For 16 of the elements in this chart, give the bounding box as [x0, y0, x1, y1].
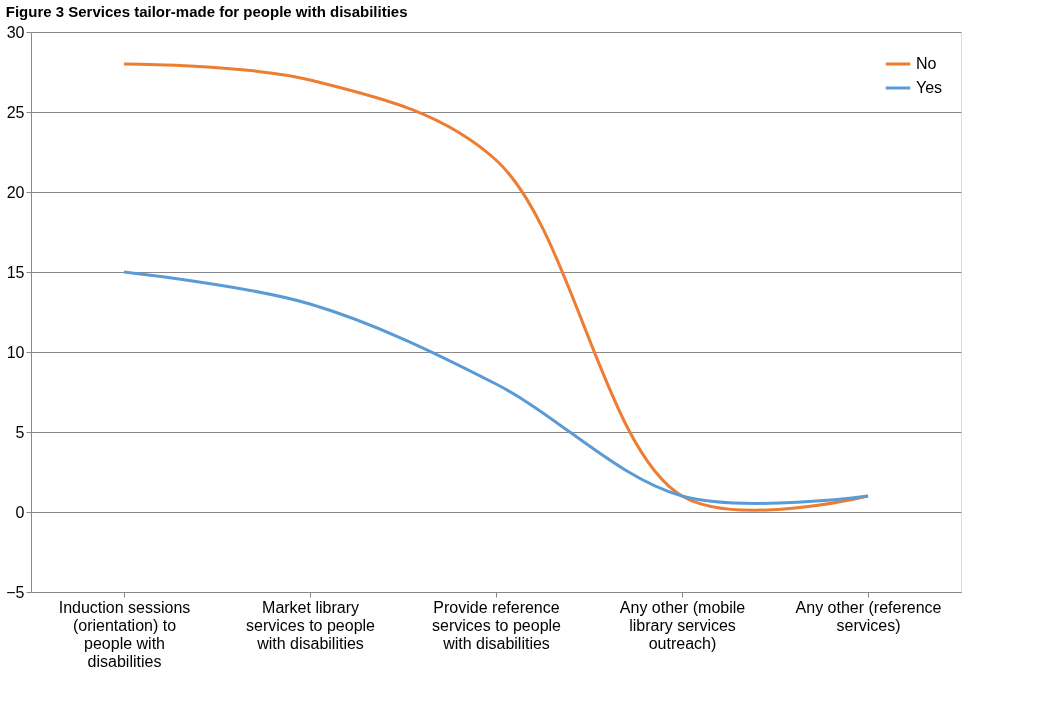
x-tick-label: Any other (mobile library services outreach) — [619, 598, 746, 652]
y-tick-label: 0 — [15, 503, 25, 521]
y-tick-label: 10 — [6, 343, 25, 361]
chart-title: Figure 3 Services tailor-made for people with disabilities — [5, 3, 408, 20]
x-tick-label: Induction sessions (orientation) to people with disabilities — [58, 598, 191, 670]
y-tick-label: −5 — [6, 583, 25, 601]
y-tick-label: 5 — [15, 423, 25, 441]
y-tick-label: 20 — [6, 183, 25, 201]
legend-label: Yes — [916, 79, 943, 96]
y-tick-label: 30 — [6, 23, 25, 41]
x-tick-label: Market library services to people with disabilities — [246, 598, 376, 652]
x-tick-label: Any other (reference services) — [795, 598, 942, 634]
x-tick-label: Provide reference services to people with disabilities — [432, 598, 562, 652]
y-tick-label: 15 — [6, 263, 25, 281]
legend-label: No — [916, 55, 937, 72]
y-tick-label: 25 — [6, 103, 25, 121]
